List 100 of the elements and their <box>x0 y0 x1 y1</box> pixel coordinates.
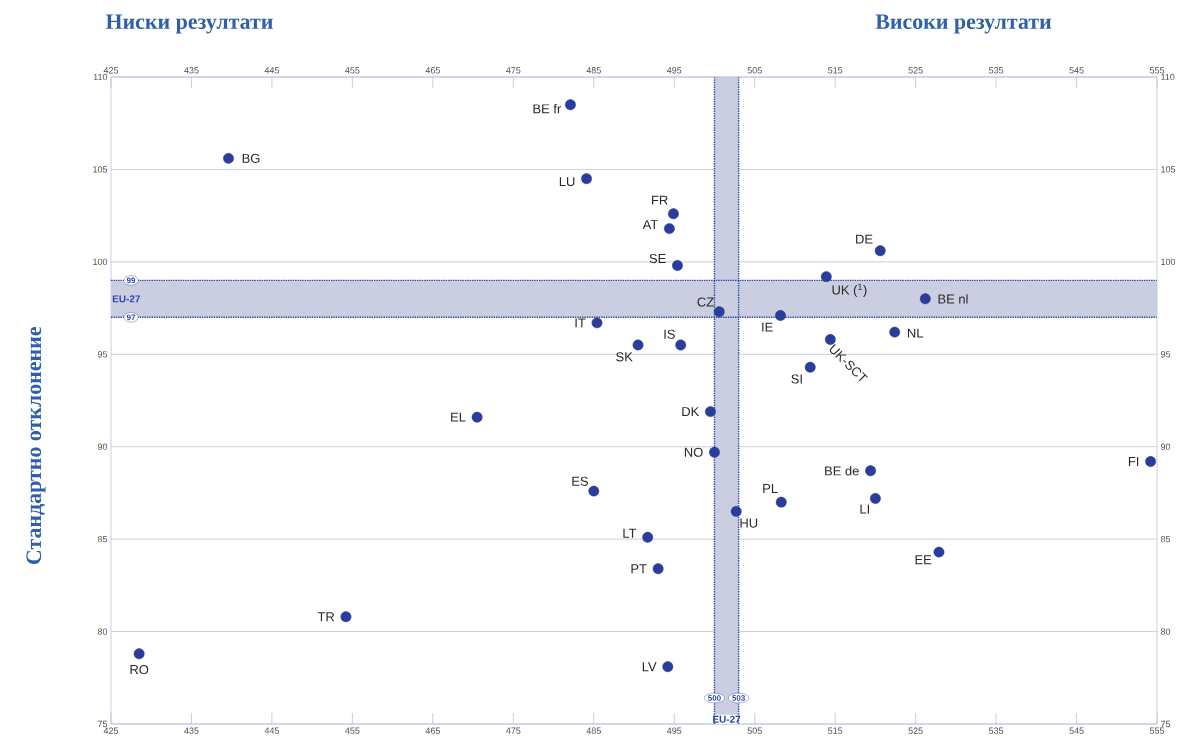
y-tick-label: 100 <box>93 258 108 266</box>
y2-tick-label: 85 <box>1160 535 1171 543</box>
y-tick-label: 80 <box>97 628 108 635</box>
x2-tick-label: 445 <box>264 67 280 74</box>
point <box>874 245 886 257</box>
point <box>668 208 679 220</box>
point <box>664 223 675 234</box>
y-axis-title: Стандартно отклонение <box>26 327 46 565</box>
point <box>705 406 716 417</box>
y-tick-label: 85 <box>97 535 108 543</box>
series-label: PL <box>763 484 778 493</box>
x-tick-label: 555 <box>1149 727 1165 734</box>
band-label: EU-27 <box>112 295 140 303</box>
point <box>870 493 881 504</box>
y-tick-label: 110 <box>93 73 108 81</box>
series-label: IS <box>664 329 675 339</box>
point <box>565 99 576 111</box>
series-label: BE nl <box>938 294 968 304</box>
series-label: TR <box>317 612 335 622</box>
point <box>709 446 720 458</box>
band-label: EU-27 <box>713 715 741 723</box>
series-label: PT <box>631 564 647 574</box>
point <box>642 531 654 543</box>
x-tick-label: 535 <box>988 727 1004 734</box>
series-label: EE <box>915 555 932 565</box>
series-label: BE de <box>825 465 859 476</box>
x-tick-label: 455 <box>345 727 360 734</box>
series-label: BE fr <box>533 103 562 114</box>
series-label: SK <box>616 352 633 362</box>
point <box>591 317 603 329</box>
point <box>919 293 931 305</box>
point <box>223 152 234 164</box>
series-label: RO <box>130 664 149 675</box>
x-tick-label: 425 <box>103 727 119 734</box>
series-label: FI <box>1128 457 1139 466</box>
series-label: DK <box>682 407 700 417</box>
x2-tick-label: 495 <box>666 67 682 74</box>
point <box>652 563 664 575</box>
y2-tick-label: 75 <box>1160 720 1171 728</box>
point <box>662 661 674 673</box>
x-tick-label: 495 <box>666 727 682 734</box>
x2-tick-label: 525 <box>908 67 923 74</box>
x-tick-label: 545 <box>1069 727 1084 734</box>
series-label: LU <box>559 177 575 187</box>
x2-tick-label: 485 <box>586 67 601 74</box>
x-tick-label: 525 <box>908 727 923 734</box>
series-label: NO <box>684 447 703 457</box>
x2-tick-label: 465 <box>425 67 440 74</box>
series-label: FR <box>652 195 668 205</box>
series-label: LV <box>642 662 657 672</box>
series-label: AT <box>642 220 658 230</box>
y-tick-label: 95 <box>97 351 108 358</box>
x2-tick-label: 545 <box>1069 67 1084 74</box>
series-label: EL <box>451 412 466 422</box>
series-label: SE <box>649 253 666 264</box>
point <box>588 485 600 497</box>
x2-tick-label: 515 <box>828 67 843 74</box>
y2-tick-label: 105 <box>1161 166 1176 173</box>
x2-tick-label: 435 <box>184 67 199 74</box>
point <box>675 339 687 351</box>
y2-tick-label: 95 <box>1160 351 1171 358</box>
point <box>865 465 876 477</box>
point <box>804 361 816 373</box>
x-tick-label: 485 <box>586 727 601 734</box>
series-label: HU <box>740 518 758 528</box>
x2-tick-label: 505 <box>747 67 762 74</box>
y2-tick-label: 90 <box>1160 443 1171 450</box>
series-label: BG <box>242 153 260 163</box>
y2-tick-label: 110 <box>1161 73 1175 81</box>
point <box>133 648 145 660</box>
series-label: DE <box>856 234 873 244</box>
series-label: IT <box>575 318 586 328</box>
point <box>889 326 901 338</box>
series-label: ES <box>572 476 588 486</box>
point <box>1145 456 1156 467</box>
point <box>820 271 832 283</box>
point <box>672 260 683 271</box>
x2-tick-label: 475 <box>506 67 521 74</box>
x2-tick-label: 555 <box>1149 67 1165 74</box>
series-label: IE <box>762 322 773 332</box>
x2-tick-label: 425 <box>103 67 119 74</box>
x-tick-label: 445 <box>264 727 280 734</box>
x-tick-label: 435 <box>184 727 199 734</box>
series-label: UK ($^{1}$) <box>832 283 867 298</box>
y2-tick-label: 100 <box>1161 258 1176 266</box>
point <box>471 411 483 423</box>
point <box>581 173 592 185</box>
x-tick-label: 465 <box>425 727 440 734</box>
series-label: NL <box>907 328 924 338</box>
x2-tick-label: 535 <box>988 67 1004 74</box>
point <box>824 334 836 345</box>
x-tick-label: 505 <box>747 727 762 734</box>
text: Високи резултати <box>875 14 1052 34</box>
series-label: LI <box>860 504 870 514</box>
point <box>775 496 787 508</box>
point <box>775 310 786 321</box>
point <box>632 339 644 351</box>
point <box>713 306 725 318</box>
x-tick-label: 515 <box>828 727 843 734</box>
y2-tick-label: 80 <box>1160 628 1171 635</box>
